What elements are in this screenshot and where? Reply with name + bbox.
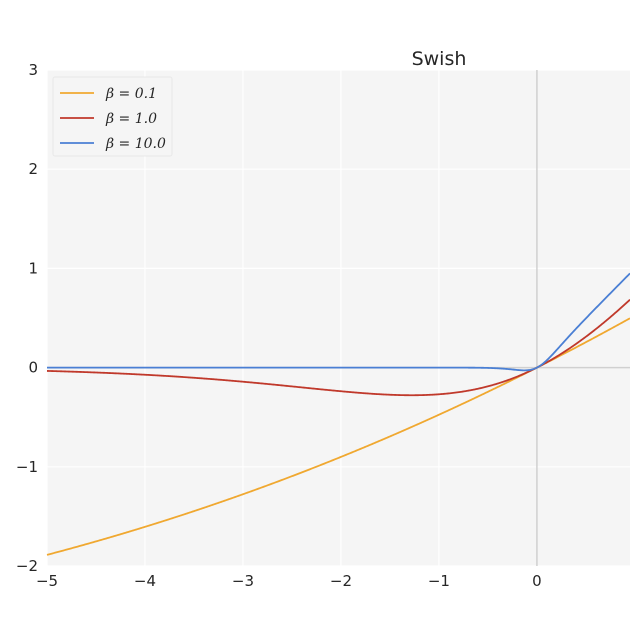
x-tick-labels: −5 −4 −3 −2 −1 0: [36, 572, 542, 590]
legend-label-1: β = 1.0: [105, 111, 157, 127]
x-tick-label: −4: [134, 572, 156, 590]
legend-label-2: β = 10.0: [105, 136, 166, 152]
legend-entries: β = 0.1 β = 1.0 β = 10.0: [60, 86, 166, 152]
series-line-2: [47, 272, 630, 372]
chart-title: Swish: [412, 48, 467, 70]
y-tick-label: −2: [16, 557, 38, 575]
legend-label-0: β = 0.1: [105, 86, 157, 102]
y-tick-label: 0: [28, 359, 38, 377]
series-lines: [46, 272, 630, 556]
x-tick-label: −3: [232, 572, 254, 590]
x-tick-label: 0: [532, 572, 542, 590]
legend: β = 0.1 β = 1.0 β = 10.0: [52, 76, 173, 157]
x-tick-label: −2: [330, 572, 352, 590]
legend-box: [52, 76, 173, 157]
y-tick-label: −1: [16, 458, 38, 476]
x-tick-label: −5: [36, 572, 58, 590]
y-tick-label: 2: [28, 160, 38, 178]
x-tick-label: −1: [428, 572, 450, 590]
y-tick-labels: −2 −1 0 1 2 3: [16, 61, 38, 575]
y-tick-label: 1: [28, 259, 38, 277]
y-tick-label: 3: [28, 61, 38, 79]
